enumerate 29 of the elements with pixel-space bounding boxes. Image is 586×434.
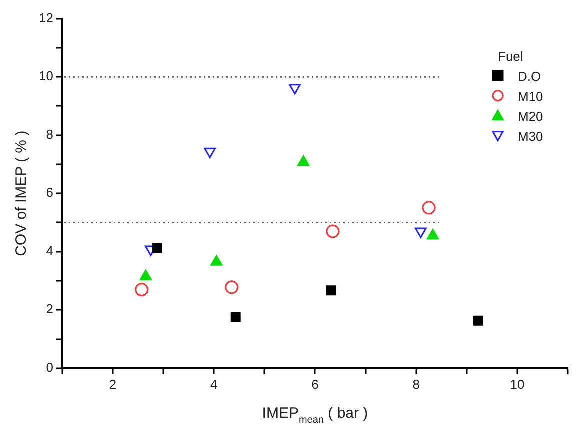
y-tick-label: 6 bbox=[46, 185, 54, 200]
x-tick-label: 4 bbox=[210, 376, 218, 392]
point bbox=[474, 316, 484, 326]
point bbox=[230, 312, 241, 322]
point bbox=[204, 148, 216, 158]
point bbox=[326, 224, 340, 238]
y-tick-label: 10 bbox=[38, 68, 54, 84]
point bbox=[152, 243, 162, 254]
legend-title: Fuel bbox=[498, 48, 524, 64]
y-tick-label: 12 bbox=[38, 10, 54, 26]
point bbox=[422, 201, 436, 215]
x-tick-label: 6 bbox=[312, 376, 319, 392]
y-tick-label: 2 bbox=[46, 302, 54, 317]
y-axis-title: COV of IMEP ( % ) bbox=[13, 130, 30, 256]
point bbox=[225, 280, 239, 294]
y-tick-label: 0 bbox=[46, 360, 54, 375]
legend-label: M10 bbox=[518, 88, 544, 104]
legend-label: M30 bbox=[518, 128, 544, 144]
point bbox=[414, 228, 427, 238]
x-tick-label: 2 bbox=[109, 376, 117, 392]
y-tick-label: 8 bbox=[46, 126, 54, 142]
x-tick-label: 10 bbox=[510, 376, 525, 392]
point bbox=[326, 286, 336, 296]
legend-label: M20 bbox=[518, 108, 544, 124]
legend-label: D.O bbox=[518, 68, 542, 84]
x-tick-label: 8 bbox=[412, 376, 420, 392]
point bbox=[135, 282, 149, 296]
y-tick-label: 4 bbox=[46, 243, 54, 258]
point bbox=[289, 84, 301, 95]
